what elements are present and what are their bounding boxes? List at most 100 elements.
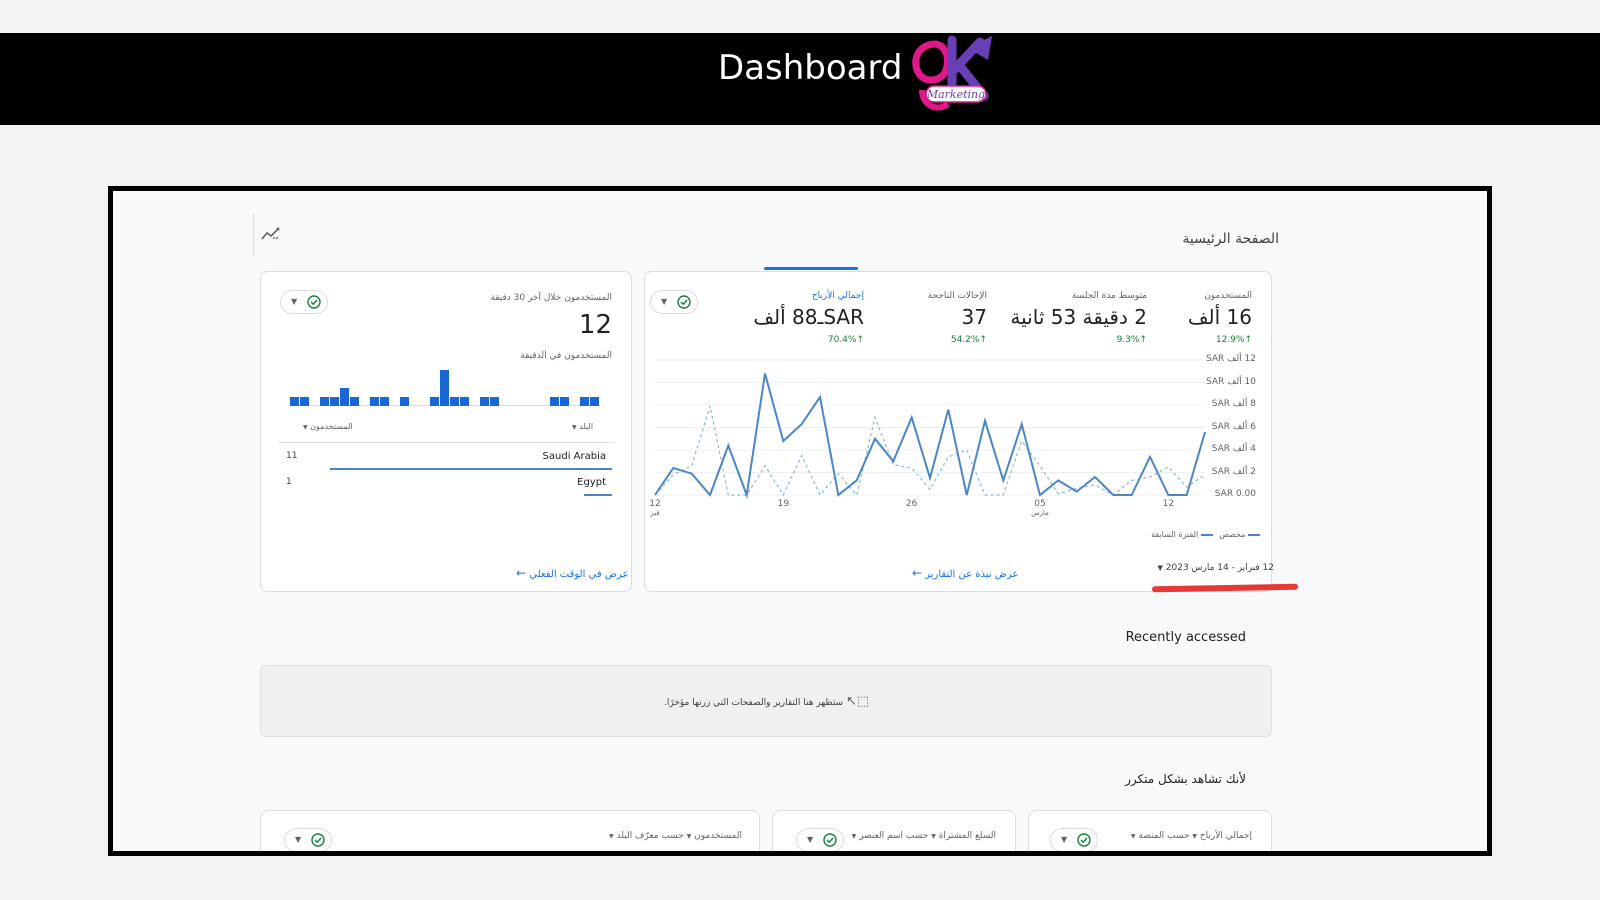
caret-down-icon: ▼ <box>931 833 936 840</box>
minute-bar <box>370 397 379 406</box>
minute-bar <box>460 397 469 406</box>
minute-bar <box>580 397 589 406</box>
logo-text: Marketing <box>926 88 985 101</box>
minute-bar <box>450 397 459 406</box>
chevron-down-icon: ▼ <box>661 297 668 306</box>
minute-bar <box>320 397 329 406</box>
card-metric: إجمالي الأرباح <box>1199 831 1252 841</box>
chevron-down-icon: ▼ <box>295 835 302 844</box>
legend-current-label: مخصص <box>1219 530 1246 539</box>
top-banner <box>0 33 1600 125</box>
chevron-down-icon: ▼ <box>291 297 298 306</box>
metric-value: 16 ألف <box>1187 305 1252 329</box>
metric-label: إجمالي الأرباح <box>811 291 864 301</box>
y-tick-label: 6 ألف SAR <box>1211 421 1256 432</box>
y-tick-label: 10 ألف SAR <box>1205 376 1256 387</box>
row-users: 1 <box>286 477 292 487</box>
arrow-up-icon: ↑ <box>979 335 987 345</box>
row-share-bar <box>330 468 612 470</box>
minute-bar <box>380 397 389 406</box>
country-column-header[interactable]: البلد ▼ <box>572 422 593 431</box>
y-tick-label: 8 ألف SAR <box>1211 399 1256 409</box>
y-tick-label: SAR 0.00 <box>1214 489 1256 499</box>
banner-title: Dashboard <box>718 48 903 88</box>
recently-accessed-heading: Recently accessed <box>1125 630 1246 645</box>
frequent-card-toggle[interactable]: ▼ <box>284 828 332 852</box>
metric-referrals[interactable]: الإحالات الناجحة 37 ↑54.2% <box>928 291 987 345</box>
table-divider <box>278 442 614 443</box>
previous-period-series-line <box>654 405 1206 497</box>
metric-value: 2 دقيقة 53 ثانية <box>1010 305 1147 329</box>
metric-users[interactable]: المستخدمون 16 ألف ↑12.9% <box>1188 291 1252 345</box>
overview-card-insights-toggle[interactable]: ▼ <box>650 290 698 314</box>
card-metric: السلع المشتراة <box>938 831 996 841</box>
check-circle-icon <box>823 833 837 847</box>
date-range-picker[interactable]: 12 فبراير - 14 مارس 2023 ▼ <box>1158 563 1275 573</box>
minute-bar <box>400 397 409 406</box>
caret-down-icon: ▼ <box>572 424 577 431</box>
frequently-viewed-heading: لأنك تشاهد بشكل متكرر <box>1125 772 1246 786</box>
metric-label: المستخدمون <box>1204 291 1252 301</box>
y-tick-label: 12 ألف SAR <box>1205 354 1256 364</box>
chart-legend: مخصص الفترة السابقة <box>1120 530 1260 539</box>
frame-bottom-border <box>108 851 1492 856</box>
check-circle-icon <box>311 833 325 847</box>
minute-bar <box>330 397 339 406</box>
metric-value: 37 <box>961 305 987 329</box>
link-label: عرض في الوقت الفعلي <box>529 569 629 580</box>
users-column-header[interactable]: المستخدمون ▼ <box>303 422 353 431</box>
view-realtime-link[interactable]: عرض في الوقت الفعلي ← <box>516 566 628 580</box>
x-tick-label: 19 <box>768 499 798 509</box>
x-tick-value: 12 <box>1162 499 1175 509</box>
realtime-users-value: 12 <box>578 310 612 340</box>
ok-marketing-logo: Marketing <box>912 35 992 111</box>
metric-change: 9.3% <box>1116 335 1140 345</box>
x-tick-label: 12 <box>1153 499 1183 509</box>
frequent-card-title: إجمالي الأرباح ▼ حسب المنصة ▼ <box>1131 831 1252 841</box>
legend-previous-swatch <box>1200 533 1213 536</box>
frequent-card-toggle[interactable]: ▼ <box>796 828 844 852</box>
legend-current-swatch <box>1248 533 1260 536</box>
realtime-users-label: المستخدمون خلال آخر 30 دقيقة <box>490 293 612 303</box>
metric-value: SARـ88 ألف <box>753 305 864 329</box>
view-reports-snapshot-link[interactable]: عرض نبذة عن التقارير ← <box>912 566 1018 580</box>
caret-down-icon: ▼ <box>1130 833 1136 840</box>
frequent-card-title: المستخدمون ▼ حسب معرّف البلد ▼ <box>609 831 742 841</box>
realtime-card-insights-toggle[interactable]: ▼ <box>280 290 328 314</box>
row-share-bar <box>584 494 612 496</box>
arrow-up-icon: ↑ <box>1244 335 1252 345</box>
metric-avg-session[interactable]: متوسط مدة الجلسة 2 دقيقة 53 ثانية ↑9.3% <box>1010 291 1147 345</box>
check-circle-icon <box>1077 833 1091 847</box>
recently-accessed-panel <box>260 665 1272 737</box>
card-dimension: حسب اسم العنصر <box>859 831 929 841</box>
chevron-down-icon: ▼ <box>1061 835 1068 844</box>
arrow-up-icon: ↑ <box>856 335 864 345</box>
metric-change: 54.2% <box>950 335 980 345</box>
metric-label: متوسط مدة الجلسة <box>1071 291 1147 301</box>
frequent-card-title: السلع المشتراة ▼ حسب اسم العنصر ▼ <box>852 831 996 841</box>
frequent-card-toggle[interactable]: ▼ <box>1050 828 1098 852</box>
header-label: البلد <box>579 422 594 431</box>
page-title: الصفحة الرئيسية <box>1182 231 1279 247</box>
metric-label: الإحالات الناجحة <box>927 291 987 301</box>
minute-bar <box>430 397 439 406</box>
x-tick-label: 05 مارس <box>1025 499 1055 517</box>
minute-bar <box>590 397 599 406</box>
check-circle-icon <box>307 295 321 309</box>
caret-down-icon: ▼ <box>686 833 692 840</box>
toolbar-divider <box>253 213 254 257</box>
y-tick-label: 4 ألف SAR <box>1211 444 1256 454</box>
caret-down-icon: ▼ <box>303 424 308 431</box>
metric-total-revenue[interactable]: إجمالي الأرباح SARـ88 ألف ↑70.4% <box>753 291 864 345</box>
check-circle-icon <box>677 295 691 309</box>
insights-sparkline-icon[interactable] <box>261 227 281 241</box>
caret-down-icon: ▼ <box>609 833 614 840</box>
chevron-down-icon: ▼ <box>807 835 814 844</box>
minute-bar <box>480 397 489 406</box>
realtime-card <box>260 271 632 592</box>
date-range-label: 12 فبراير - 14 مارس 2023 <box>1165 563 1274 573</box>
header-label: المستخدمون <box>310 422 353 431</box>
row-country: Egypt <box>577 477 606 488</box>
minute-bar <box>350 397 359 406</box>
x-tick-label: 26 <box>897 499 927 509</box>
